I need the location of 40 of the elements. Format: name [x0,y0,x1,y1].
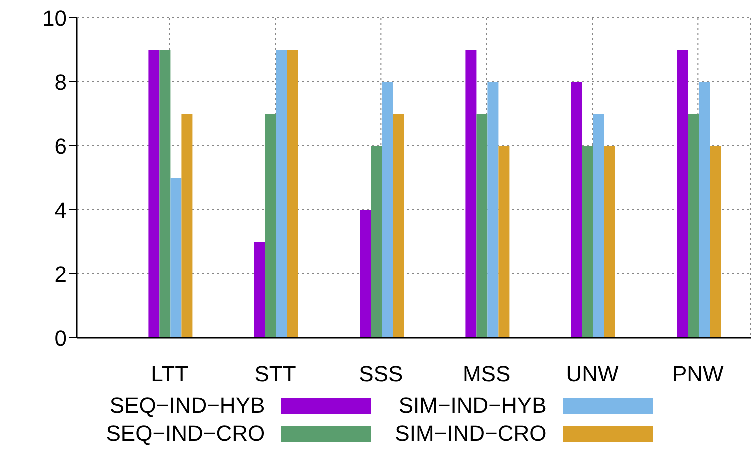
bar [604,146,616,338]
bar [710,146,722,338]
bar [160,50,171,338]
bar [382,82,394,338]
x-tick-label: LTT [151,362,189,387]
bar [488,82,499,338]
x-tick-label: SSS [359,362,404,387]
y-tick-label: 10 [42,6,67,31]
bar [182,114,193,338]
bar [287,50,298,338]
bar [476,114,488,338]
x-tick-label: UNW [566,362,619,387]
bar [593,114,604,338]
legend-label: SIM−IND−CRO [395,421,547,447]
bar [276,50,288,338]
bar [393,114,404,338]
x-tick-label: PNW [672,362,724,387]
x-tick-label: MSS [462,362,511,387]
bar [498,146,510,338]
bar [688,114,700,338]
legend-label: SIM−IND−HYB [398,393,547,419]
legend-label: SEQ−IND−HYB [110,393,266,419]
x-tick-label: STT [254,362,296,387]
bar [699,82,710,338]
bar [571,82,582,338]
bar [148,50,160,338]
bar [265,114,276,338]
y-tick-label: 0 [54,326,67,351]
bar [582,146,594,338]
y-tick-label: 6 [54,134,67,159]
legend-label: SEQ−IND−CRO [106,421,266,447]
y-tick-label: 8 [54,70,67,95]
y-tick-label: 2 [54,262,67,287]
bar [170,178,182,338]
bar [466,50,477,338]
bar [360,210,372,338]
bar [677,50,688,338]
y-tick-label: 4 [54,198,67,223]
bar [371,146,382,338]
bar [254,242,266,338]
